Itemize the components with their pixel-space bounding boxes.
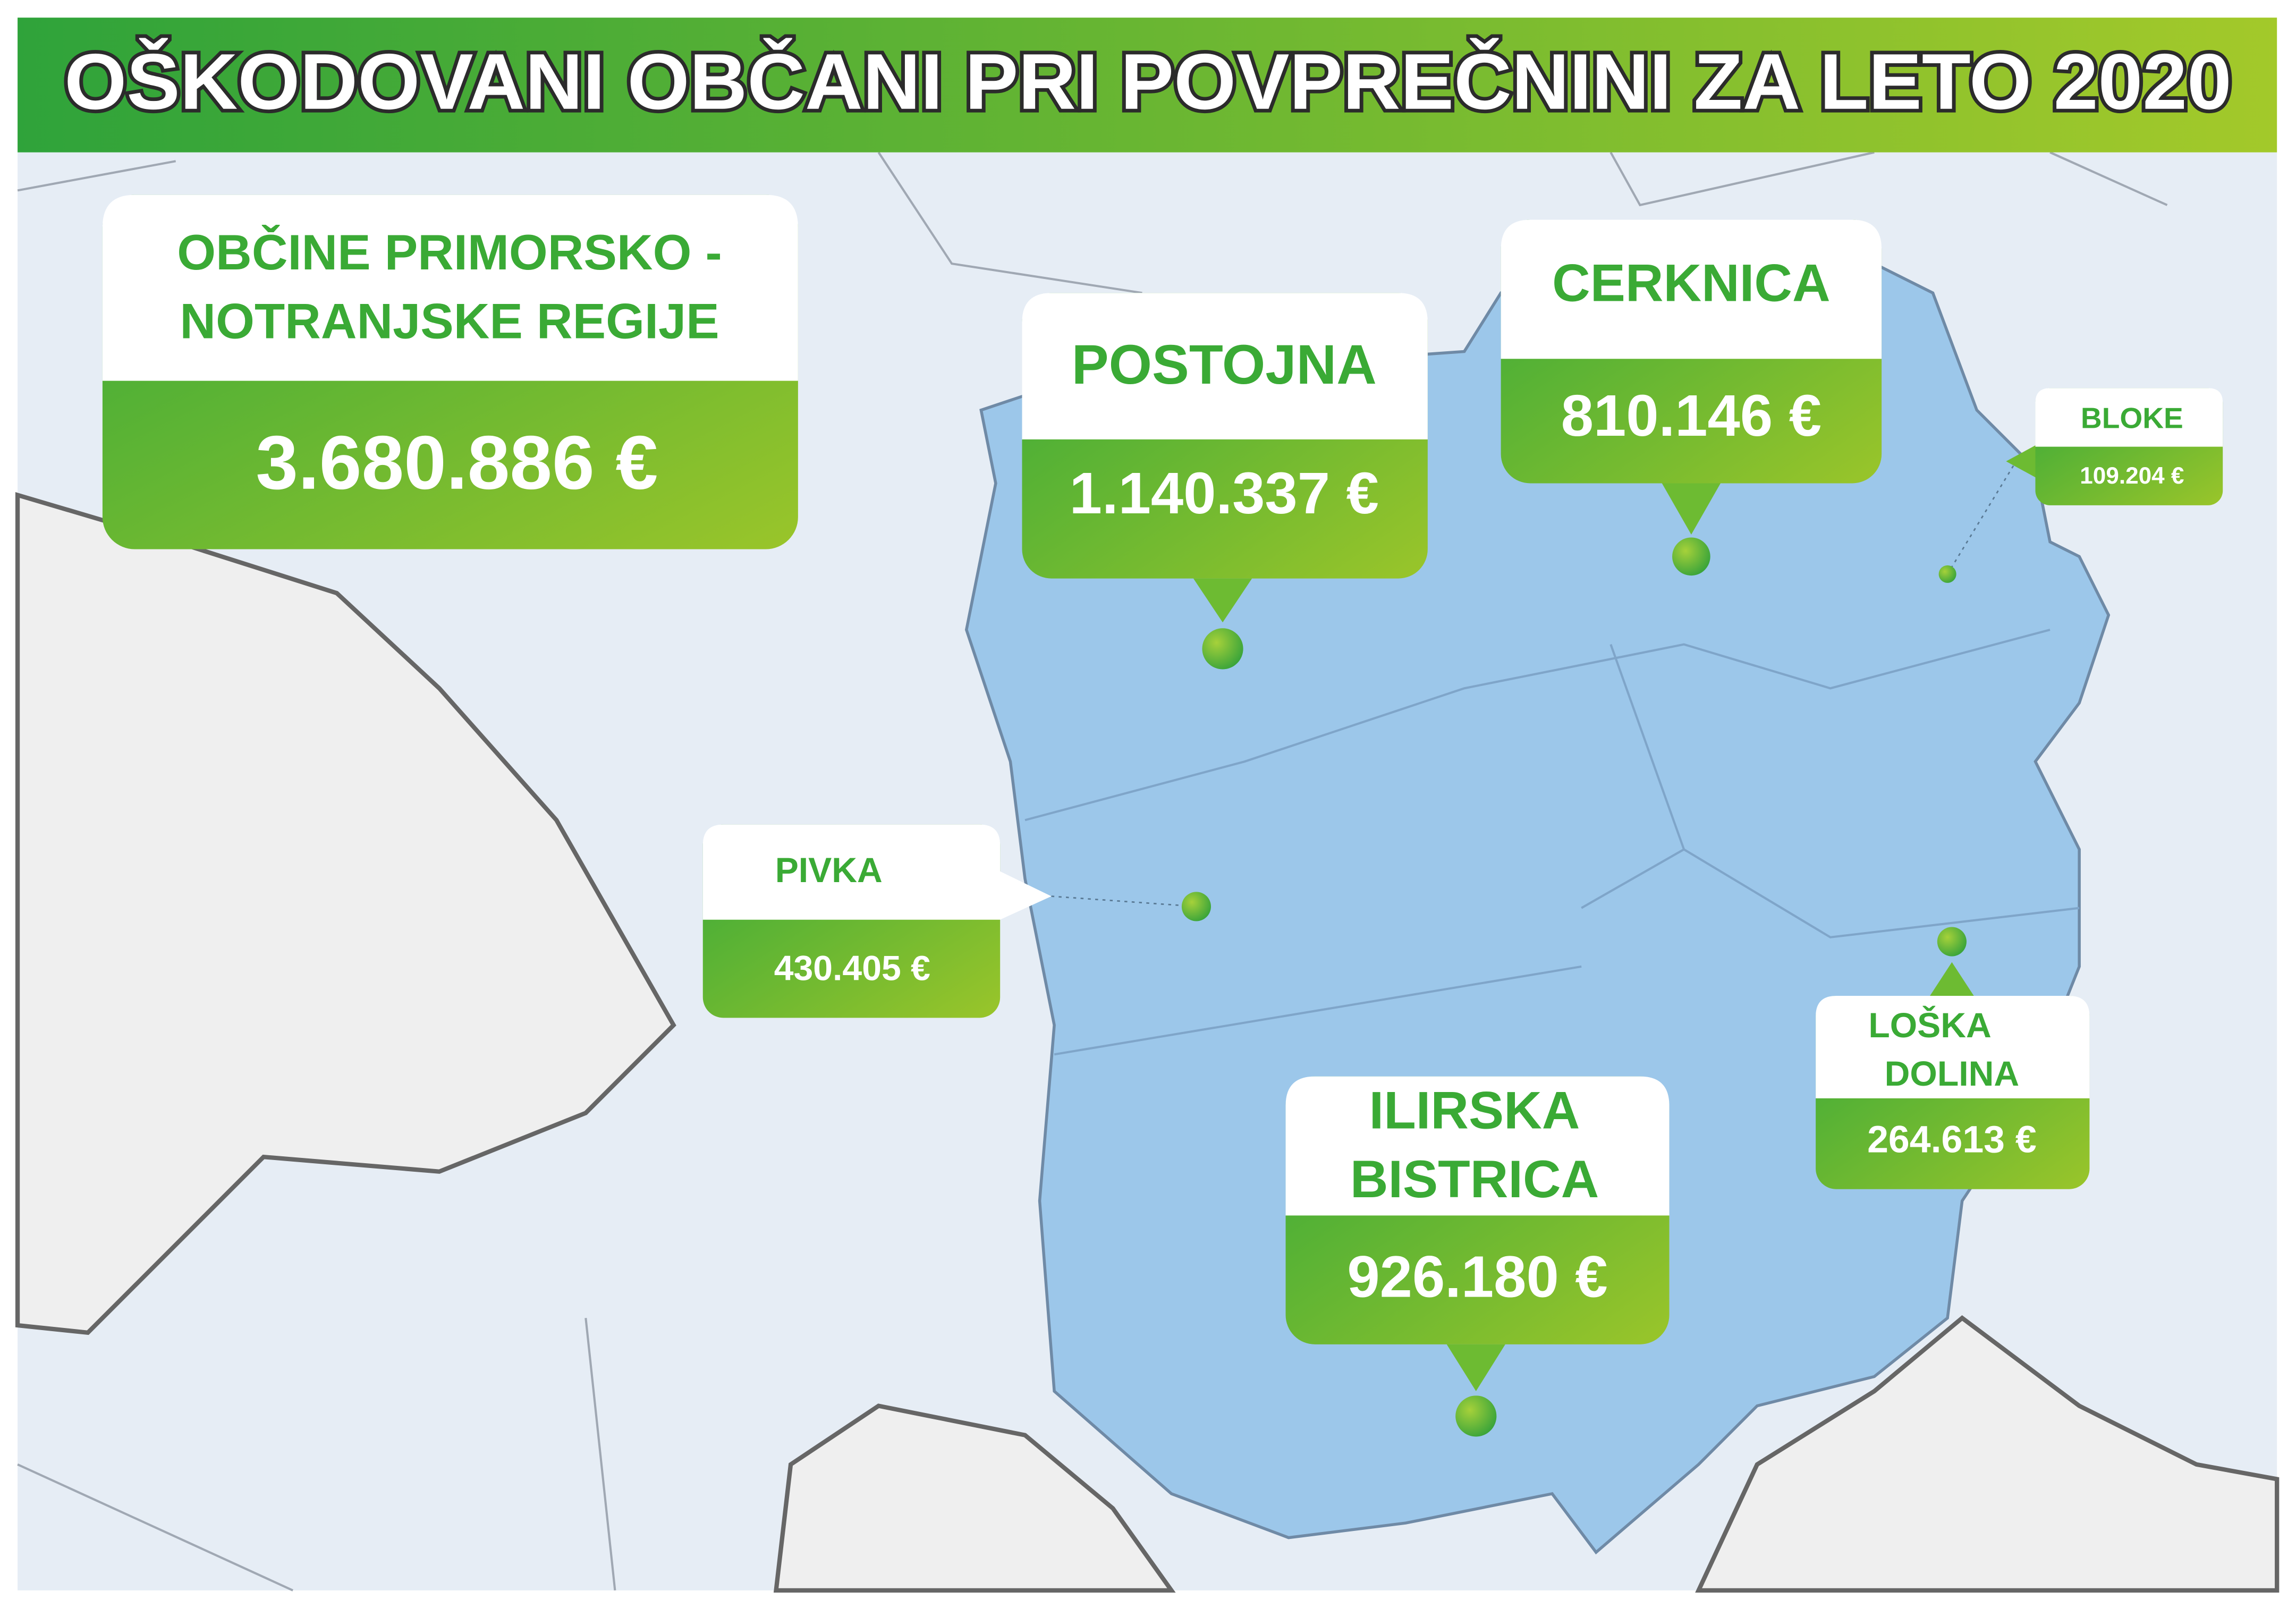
box-top — [1022, 293, 1428, 439]
pointer — [1930, 962, 1974, 996]
municipal-borders — [1024, 629, 2080, 1056]
box-name: NOTRANJSKE REGIJE — [180, 293, 719, 349]
box-top — [2035, 388, 2223, 447]
box-top — [1816, 996, 2090, 1098]
box-name: OBČINE PRIMORSKO - — [177, 224, 722, 280]
box-value: 926.180 € — [1347, 1244, 1607, 1309]
location-dot — [1938, 565, 1956, 583]
foreign-area — [773, 1403, 1176, 1593]
location-dot — [1672, 537, 1710, 576]
location-dot — [1181, 892, 1211, 921]
box-value: 1.140.337 € — [1070, 461, 1379, 526]
pointer — [1662, 483, 1721, 535]
box-top — [102, 194, 798, 381]
box-top — [702, 824, 1052, 920]
box-name: PIVKA — [775, 851, 883, 890]
pointer — [2006, 444, 2038, 479]
leader-line — [1051, 895, 1197, 908]
box-name: DOLINA — [1885, 1054, 2019, 1094]
foreign-area — [1695, 1315, 2280, 1593]
location-dot — [1455, 1395, 1497, 1437]
box-value: 430.405 € — [774, 949, 930, 988]
box-top — [1501, 219, 1882, 359]
box-name: POSTOJNA — [1072, 334, 1377, 396]
box-name: LOŠKA — [1868, 1005, 1991, 1045]
location-dot — [1202, 628, 1243, 670]
foreign-area — [15, 492, 676, 1335]
callouts: POSTOJNA 1.140.337 € CERKNICA 810.146 € … — [702, 219, 2223, 1437]
box-name: BLOKE — [2081, 402, 2183, 435]
box-top — [1285, 1076, 1670, 1216]
box-value: 810.146 € — [1561, 383, 1821, 448]
box-value: 3.680.886 € — [256, 420, 658, 505]
box-name: BISTRICA — [1350, 1150, 1599, 1209]
other-borders — [17, 151, 2168, 1592]
title: OŠKODOVANI OBČANI PRI POVPREČNINI ZA LET… — [64, 37, 2231, 126]
location-dot — [1937, 927, 1967, 957]
box-value: 109.204 € — [2080, 463, 2184, 489]
box-name: ILIRSKA — [1369, 1081, 1580, 1140]
pointer — [1193, 578, 1252, 623]
box-name: CERKNICA — [1552, 253, 1831, 312]
title-background — [18, 18, 2277, 153]
title-bar: OŠKODOVANI OBČANI PRI POVPREČNINI ZA LET… — [18, 18, 2277, 153]
total-box: OBČINE PRIMORSKO - NOTRANJSKE REGIJE 3.6… — [102, 194, 798, 549]
box-value: 264.613 € — [1867, 1118, 2037, 1161]
pointer — [1446, 1344, 1505, 1392]
